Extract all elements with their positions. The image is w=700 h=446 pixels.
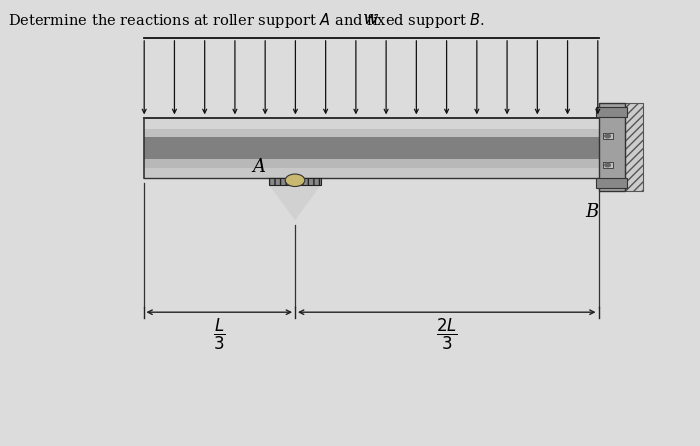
Bar bbox=[269, 178, 321, 185]
Bar bbox=[625, 103, 643, 191]
Bar bbox=[144, 129, 598, 141]
Polygon shape bbox=[269, 185, 321, 220]
Text: A: A bbox=[252, 158, 265, 176]
Text: Determine the reactions at roller support $A$ and fixed support $B$.: Determine the reactions at roller suppor… bbox=[8, 11, 485, 30]
Bar bbox=[596, 178, 626, 188]
Text: B: B bbox=[585, 203, 598, 221]
Text: $\dfrac{L}{3}$: $\dfrac{L}{3}$ bbox=[213, 317, 225, 352]
Bar bbox=[598, 103, 625, 191]
Bar bbox=[596, 107, 626, 117]
Bar bbox=[144, 118, 598, 178]
Circle shape bbox=[605, 163, 610, 167]
Bar bbox=[603, 162, 612, 168]
Bar bbox=[144, 168, 598, 178]
Bar bbox=[603, 133, 612, 139]
Bar bbox=[144, 118, 598, 129]
Circle shape bbox=[285, 174, 304, 186]
Text: $\dfrac{2L}{3}$: $\dfrac{2L}{3}$ bbox=[436, 317, 458, 352]
Bar bbox=[144, 137, 598, 159]
Text: w: w bbox=[363, 10, 379, 28]
Circle shape bbox=[605, 134, 610, 138]
